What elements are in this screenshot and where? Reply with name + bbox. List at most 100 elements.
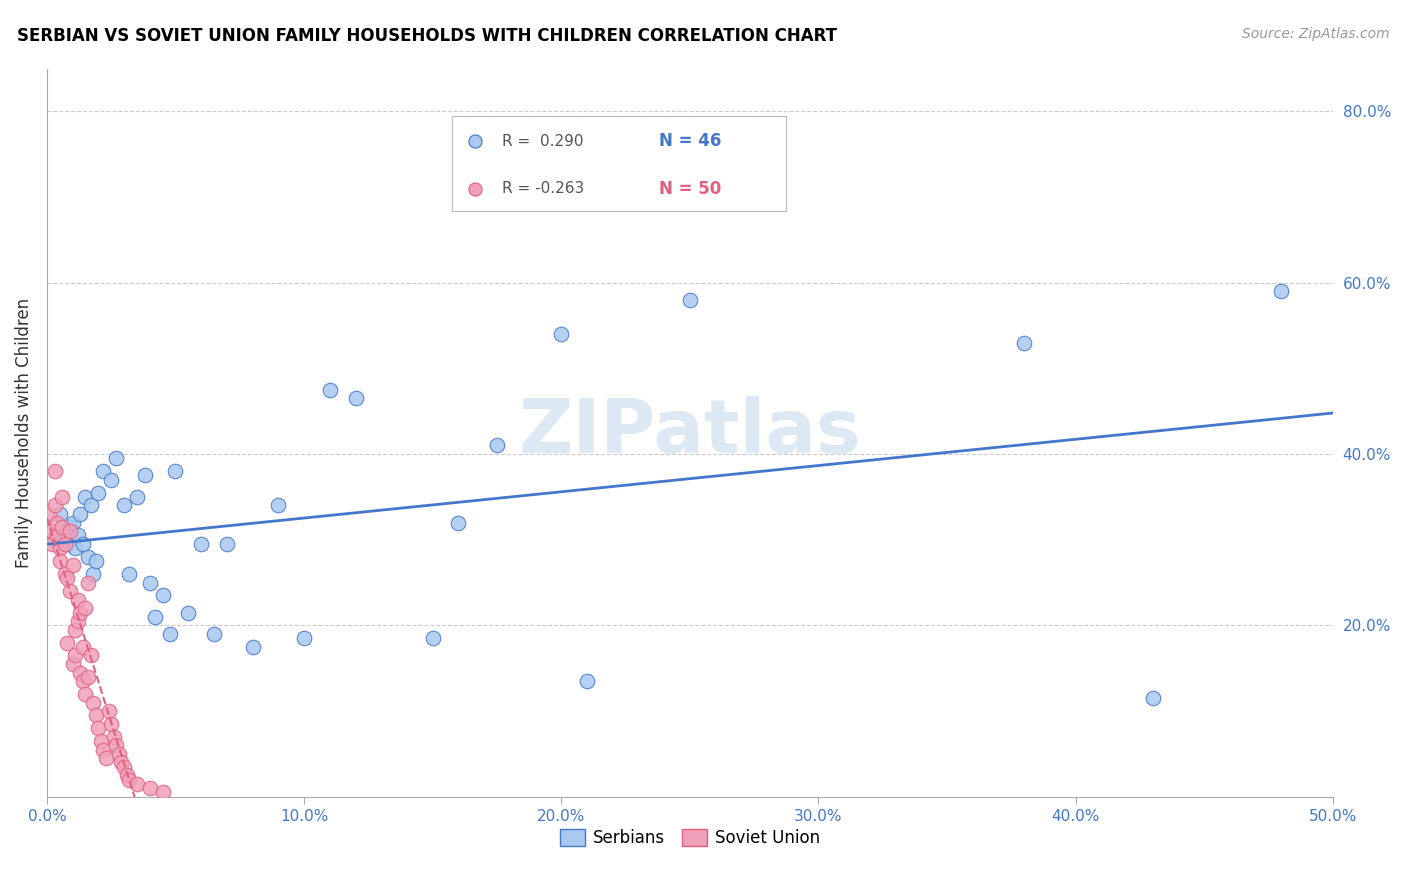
- Point: [75, 601, 97, 615]
- Point: [69, 507, 91, 521]
- Point: [63, 648, 86, 663]
- Point: [56, 635, 79, 649]
- Point: [115, 768, 138, 782]
- Point: [87, 721, 110, 735]
- Point: [485, 438, 508, 452]
- Point: [118, 772, 141, 787]
- Point: [152, 785, 174, 799]
- Point: [48, 554, 70, 568]
- Point: [108, 747, 131, 761]
- Point: [44, 464, 66, 478]
- Point: [77, 575, 100, 590]
- Point: [62, 657, 84, 671]
- Point: [56, 537, 79, 551]
- Point: [177, 606, 200, 620]
- Point: [69, 606, 91, 620]
- Point: [44, 533, 66, 547]
- Point: [1142, 691, 1164, 706]
- Point: [125, 490, 148, 504]
- Point: [100, 473, 122, 487]
- Point: [97, 704, 120, 718]
- Point: [267, 499, 290, 513]
- Point: [125, 777, 148, 791]
- Point: [75, 687, 97, 701]
- Point: [1270, 285, 1292, 299]
- Point: [575, 674, 598, 689]
- Point: [242, 640, 264, 654]
- Point: [100, 717, 122, 731]
- Point: [79, 499, 101, 513]
- Point: [41, 537, 63, 551]
- Point: [48, 541, 70, 556]
- Point: [46, 528, 69, 542]
- Point: [53, 524, 76, 538]
- Point: [112, 499, 135, 513]
- Text: ZIPatlas: ZIPatlas: [519, 396, 860, 469]
- Point: [139, 575, 162, 590]
- Point: [143, 610, 166, 624]
- Point: [69, 665, 91, 680]
- Point: [66, 614, 89, 628]
- Point: [38, 507, 60, 521]
- Point: [152, 589, 174, 603]
- Point: [82, 696, 104, 710]
- Point: [53, 567, 76, 582]
- Point: [59, 524, 82, 538]
- Point: [84, 708, 107, 723]
- Point: [59, 520, 82, 534]
- Point: [165, 464, 187, 478]
- Point: [48, 507, 70, 521]
- Point: [46, 516, 69, 530]
- Point: [215, 537, 238, 551]
- Point: [550, 327, 572, 342]
- Point: [56, 571, 79, 585]
- Point: [84, 554, 107, 568]
- Point: [51, 520, 73, 534]
- Point: [103, 730, 125, 744]
- Point: [110, 756, 132, 770]
- Point: [72, 640, 94, 654]
- Point: [139, 781, 162, 796]
- Point: [66, 528, 89, 542]
- Point: [1012, 335, 1035, 350]
- Point: [63, 541, 86, 556]
- Point: [105, 451, 128, 466]
- Point: [344, 392, 367, 406]
- Y-axis label: Family Households with Children: Family Households with Children: [15, 298, 32, 567]
- Point: [319, 383, 342, 397]
- Point: [447, 516, 470, 530]
- Point: [82, 567, 104, 582]
- Legend: Serbians, Soviet Union: Serbians, Soviet Union: [553, 822, 827, 854]
- Point: [53, 537, 76, 551]
- Point: [118, 567, 141, 582]
- Point: [202, 627, 225, 641]
- Point: [159, 627, 181, 641]
- Point: [112, 760, 135, 774]
- Point: [93, 742, 115, 756]
- Point: [679, 293, 702, 307]
- Point: [63, 623, 86, 637]
- Point: [93, 464, 115, 478]
- Point: [75, 490, 97, 504]
- Point: [62, 516, 84, 530]
- Point: [72, 537, 94, 551]
- Text: SERBIAN VS SOVIET UNION FAMILY HOUSEHOLDS WITH CHILDREN CORRELATION CHART: SERBIAN VS SOVIET UNION FAMILY HOUSEHOLD…: [17, 27, 837, 45]
- Point: [105, 739, 128, 753]
- Point: [87, 485, 110, 500]
- Point: [90, 734, 112, 748]
- Point: [190, 537, 212, 551]
- Point: [422, 632, 444, 646]
- Point: [134, 468, 156, 483]
- Point: [77, 670, 100, 684]
- Point: [51, 490, 73, 504]
- Text: Source: ZipAtlas.com: Source: ZipAtlas.com: [1241, 27, 1389, 41]
- Point: [59, 584, 82, 599]
- Point: [44, 499, 66, 513]
- Point: [66, 592, 89, 607]
- Point: [72, 674, 94, 689]
- Point: [77, 549, 100, 564]
- Point: [41, 524, 63, 538]
- Point: [62, 558, 84, 573]
- Point: [292, 632, 315, 646]
- Point: [94, 751, 117, 765]
